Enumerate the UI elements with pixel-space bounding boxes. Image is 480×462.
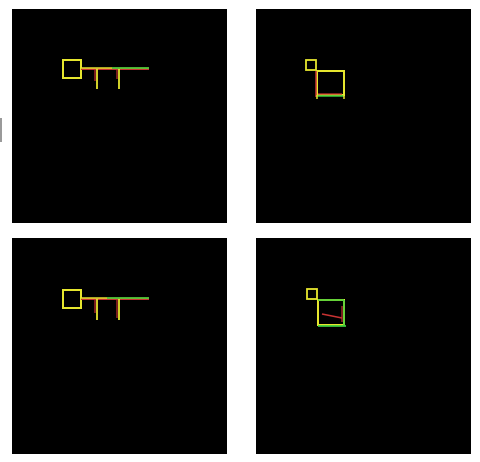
large-box-outline — [316, 70, 345, 96]
panel-bottom-right-drawing — [306, 288, 346, 327]
diagonal-red — [321, 313, 343, 319]
panel-top-left — [12, 9, 227, 223]
panel-bottom-left — [12, 238, 227, 454]
square-outline — [62, 289, 82, 309]
square-outline — [62, 59, 82, 79]
panel-bottom-left-drawing — [62, 289, 149, 320]
panel-bottom-right — [256, 238, 471, 454]
panel-top-left-drawing — [62, 59, 149, 89]
small-square-outline — [306, 288, 318, 300]
left-edge-mark — [0, 118, 2, 142]
small-square-outline — [305, 59, 317, 71]
panel-top-right-drawing — [305, 59, 345, 99]
large-box-outline — [317, 299, 345, 326]
panel-top-right — [256, 9, 471, 223]
